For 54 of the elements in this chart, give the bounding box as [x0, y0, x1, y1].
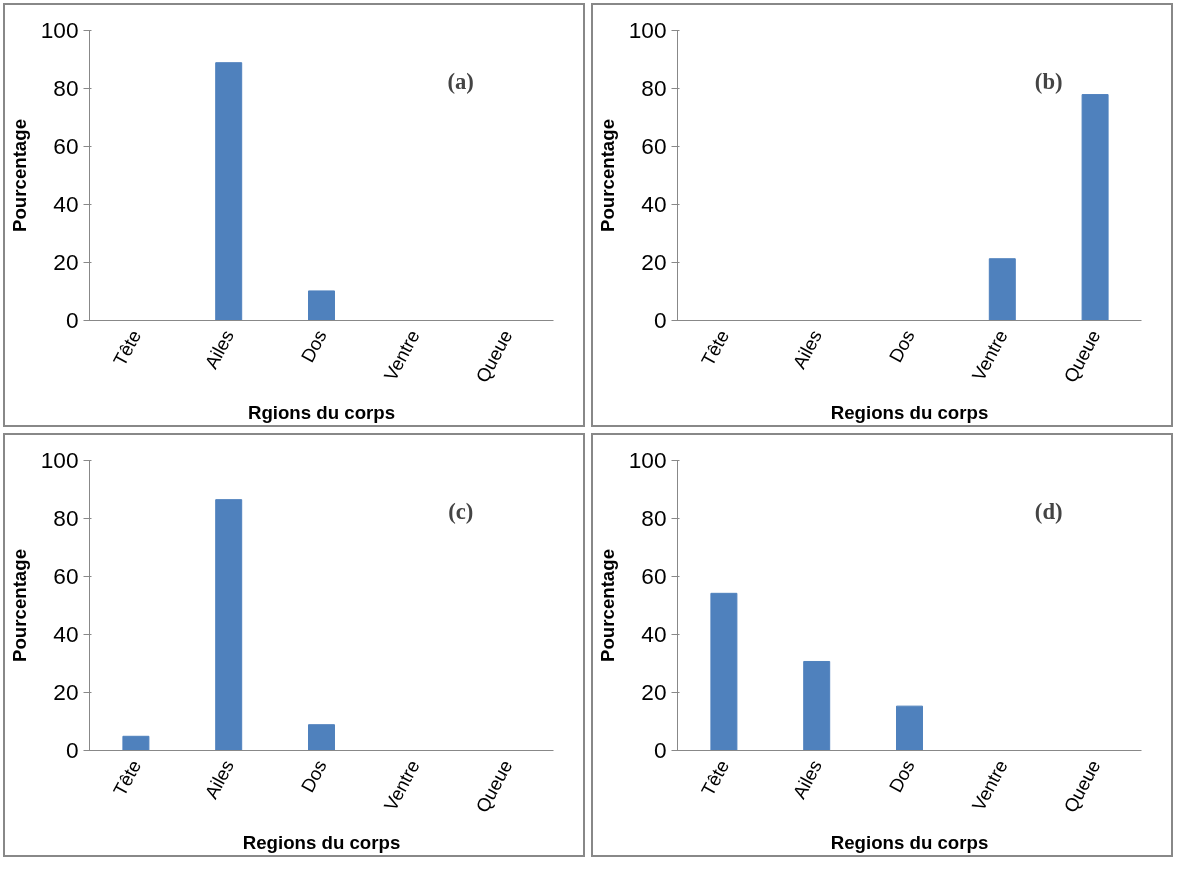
y-tick-label: 80: [53, 75, 79, 101]
y-axis-title: Pourcentage: [596, 118, 618, 232]
y-axis-title: Pourcentage: [8, 548, 30, 662]
x-axis-title: Regions du corps: [242, 831, 401, 853]
y-tick-label: 0: [653, 737, 667, 763]
y-tick-label: 100: [40, 447, 79, 473]
x-tick-label: Dos: [884, 756, 919, 796]
x-tick-label: Tête: [697, 756, 734, 800]
y-tick-label: 60: [53, 563, 79, 589]
x-axis-title: Regions du corps: [830, 831, 989, 853]
y-tick-label: 60: [641, 563, 667, 589]
x-tick-label: Ailes: [788, 756, 826, 803]
x-tick-label: Tête: [109, 756, 146, 800]
x-tick-label: Tête: [109, 326, 146, 370]
y-tick-label: 80: [53, 505, 79, 531]
y-tick-label: 20: [641, 679, 667, 705]
annotation: (c): [448, 499, 474, 525]
x-axis-title: Rgions du corps: [247, 401, 396, 423]
bar: [896, 705, 923, 751]
x-tick-label: Ailes: [200, 326, 238, 373]
annotation: (d): [1034, 499, 1063, 525]
bar: [803, 660, 831, 751]
y-tick-label: 80: [641, 505, 667, 531]
bar: [215, 499, 243, 751]
y-tick-label: 80: [641, 75, 667, 101]
y-tick-label: 0: [65, 737, 79, 763]
y-tick-label: 0: [65, 307, 79, 333]
bar: [122, 735, 150, 751]
annotation: (b): [1034, 69, 1063, 95]
y-tick-label: 0: [653, 307, 667, 333]
y-tick-label: 60: [53, 133, 79, 159]
x-tick-label: Dos: [296, 756, 331, 796]
y-tick-label: 20: [641, 249, 667, 275]
x-tick-label: Ailes: [788, 326, 826, 373]
y-tick-label: 40: [53, 191, 79, 217]
y-tick-label: 100: [628, 17, 667, 43]
x-axis-title: Regions du corps: [830, 401, 989, 423]
x-tick-label: Dos: [296, 326, 331, 366]
x-tick-label: Dos: [884, 326, 919, 366]
x-tick-label: Tête: [697, 326, 734, 370]
bar: [710, 592, 738, 751]
y-tick-label: 100: [628, 447, 667, 473]
bar: [308, 724, 335, 751]
y-axis-title: Pourcentage: [8, 118, 30, 232]
y-axis-title: Pourcentage: [596, 548, 618, 662]
y-tick-label: 100: [40, 17, 79, 43]
y-tick-label: 40: [641, 191, 667, 217]
y-tick-label: 20: [53, 679, 79, 705]
y-tick-label: 40: [53, 621, 79, 647]
y-tick-label: 20: [53, 249, 79, 275]
y-tick-label: 60: [641, 133, 667, 159]
x-tick-label: Ailes: [200, 756, 238, 803]
y-tick-label: 40: [641, 621, 667, 647]
annotation: (a): [447, 69, 474, 95]
